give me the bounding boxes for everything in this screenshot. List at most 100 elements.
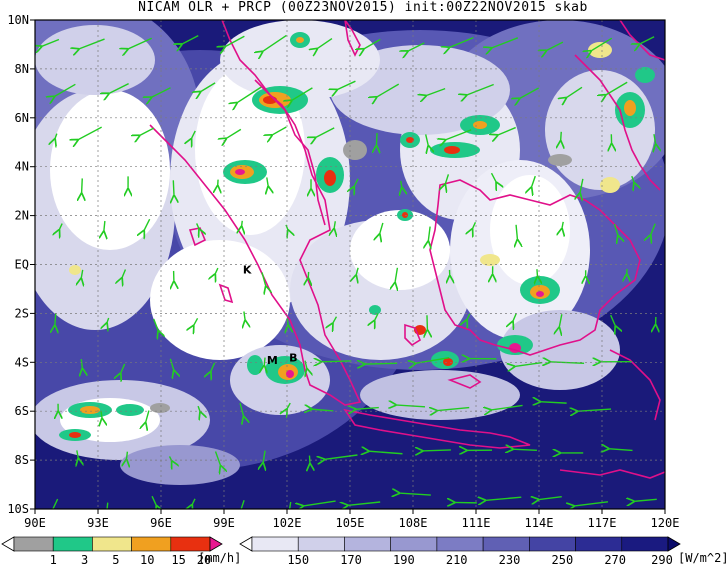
site-label: K (243, 263, 252, 276)
wind-vector (356, 267, 358, 276)
wind-vector (590, 37, 613, 51)
wind-vector (144, 218, 151, 231)
wind-vector (168, 456, 172, 461)
wind-vector (376, 83, 400, 97)
wind-vector (376, 133, 377, 146)
wind-vector (263, 450, 265, 464)
wind-vector (285, 224, 288, 231)
wind-vector (191, 130, 196, 140)
wind-vector (173, 180, 174, 196)
colorbar-swatch (621, 536, 669, 552)
lat-tick-label: 6S (15, 404, 29, 418)
wind-vector (562, 221, 563, 229)
colorbar-extend-left (239, 536, 253, 552)
wind-vector (573, 501, 609, 506)
wind-vector (490, 172, 497, 183)
wind-vector (262, 34, 287, 52)
wind-vector (139, 127, 155, 136)
figure-title: NICAM OLR + PRCP (00Z23NOV2015) init:00Z… (138, 0, 588, 15)
wind-vector (192, 498, 196, 506)
wind-vector (605, 81, 628, 95)
lat-tick-label: 8S (15, 453, 29, 467)
wind-vector (106, 502, 109, 509)
lon-tick-label: 90E (24, 516, 46, 530)
colorbar-swatch (92, 536, 132, 552)
wind-vector (516, 224, 517, 241)
wind-vector (210, 362, 216, 373)
colorbar-label: 150 (287, 553, 309, 567)
wind-vector (108, 82, 129, 94)
colorbar-swatch (131, 536, 172, 552)
lon-tick-label: 102E (273, 516, 302, 530)
wind-vector (81, 358, 82, 369)
wind-vector (127, 37, 153, 49)
wind-vector (546, 41, 564, 51)
wind-vector (491, 37, 519, 48)
wind-vector (407, 42, 425, 52)
wind-vector (445, 129, 472, 140)
wind-vector (608, 449, 633, 451)
colorbar-label: 290 (651, 553, 673, 567)
wind-vector (639, 36, 655, 45)
wind-vector (59, 223, 63, 231)
wind-vector (77, 450, 79, 459)
lat-tick-label: 4S (15, 355, 29, 369)
wind-vector (631, 175, 635, 183)
lon-tick-label: 99E (213, 516, 235, 530)
lon-tick-label: 108E (399, 516, 428, 530)
wind-vector (193, 317, 199, 326)
colorbar-label: 210 (446, 553, 468, 567)
colorbar-label: 170 (340, 553, 362, 567)
wind-vector (122, 269, 127, 279)
colorbar-label: 270 (604, 553, 626, 567)
colorbar-label: 5 (112, 553, 119, 567)
wind-vector (104, 220, 105, 232)
lat-axis: 10N 8N 6N 4N 2N EQ 2S 4S 6S 8S 10S (7, 13, 35, 516)
wind-vector (650, 223, 656, 236)
wind-vector (613, 223, 618, 236)
coastlines (149, 20, 665, 479)
wind-vector (363, 38, 381, 49)
colorbar-swatch (390, 536, 438, 552)
wind-vector (145, 410, 150, 424)
lon-tick-label: 105E (336, 516, 365, 530)
wind-vector (267, 177, 269, 187)
colorbar-swatch (170, 536, 211, 552)
wind-vector (334, 221, 335, 229)
olr-legend: 150 170 190 210 230 250 270 290 [W/m^2] (239, 536, 726, 567)
wind-vector (519, 87, 539, 99)
wind-vector (239, 402, 244, 417)
wind-vector (55, 313, 56, 326)
wind-vector (472, 222, 477, 229)
lon-tick-label: 93E (87, 516, 109, 530)
wind-vector (153, 318, 159, 332)
lat-tick-label: 2N (15, 209, 29, 223)
colorbar-swatch (297, 536, 345, 552)
wind-vector (467, 313, 471, 321)
wind-vector (395, 405, 426, 407)
wind-vector (538, 497, 562, 500)
wind-vector (271, 126, 287, 135)
lat-tick-label: 2S (15, 306, 29, 320)
wind-vector (610, 314, 616, 327)
colorbar-swatch (13, 536, 54, 552)
wind-vector (531, 175, 536, 188)
colorbar-label: 1 (50, 553, 57, 567)
lat-tick-label: 8N (15, 62, 29, 76)
lon-axis: 90E 93E 96E 99E 102E 105E 108E 111E 114E 117E 120E (24, 509, 679, 530)
wind-vector (226, 128, 242, 138)
wind-vector (512, 449, 537, 450)
lat-tick-label: 4N (15, 160, 29, 174)
wind-vector (196, 223, 200, 229)
wind-vector (395, 267, 398, 284)
colorbar-label: 15 (171, 553, 185, 567)
wind-vector (449, 36, 474, 48)
wind-vector (654, 134, 656, 145)
wind-vector (264, 357, 265, 367)
wind-vector (561, 131, 562, 142)
wind-vector (200, 82, 216, 92)
wind-vector (81, 269, 83, 279)
wind-vector (77, 126, 102, 140)
wind-vector (41, 38, 60, 46)
